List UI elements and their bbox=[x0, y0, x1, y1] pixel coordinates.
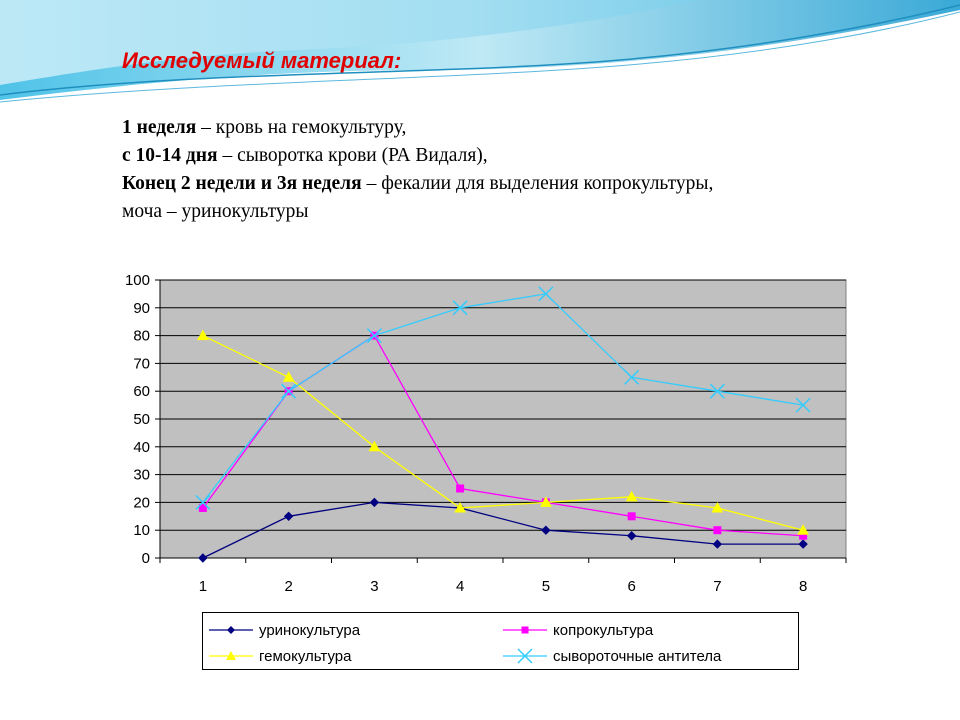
decorative-wave-header bbox=[0, 0, 960, 103]
y-tick-label: 50 bbox=[133, 411, 150, 428]
y-tick-label: 20 bbox=[133, 494, 150, 511]
body-line-1-text: – кровь на гемокультуру, bbox=[196, 117, 407, 138]
series-3-point bbox=[540, 496, 552, 507]
y-tick-label: 0 bbox=[142, 550, 150, 567]
legend-item-3: гемокультура bbox=[209, 645, 352, 667]
series-1-point bbox=[369, 497, 380, 508]
series-4-point bbox=[709, 383, 725, 399]
y-tick-label: 80 bbox=[133, 328, 150, 345]
series-3-point bbox=[197, 329, 209, 341]
body-line-3-bold: Конец 2 недели и 3я неделя bbox=[122, 173, 362, 194]
series-line-1 bbox=[202, 501, 804, 559]
series-2-point bbox=[627, 512, 636, 521]
series-1-point bbox=[798, 539, 808, 549]
legend-label: копрокультура bbox=[553, 621, 654, 639]
series-1-point bbox=[626, 531, 637, 541]
slide-body: 1 неделя – кровь на гемокультуру, с 10-1… bbox=[122, 114, 713, 226]
series-4-point bbox=[624, 369, 640, 385]
series-line-3 bbox=[202, 335, 804, 531]
y-tick-label: 10 bbox=[133, 522, 150, 539]
y-tick-label: 60 bbox=[133, 383, 150, 400]
body-line-1-bold: 1 неделя bbox=[122, 117, 197, 138]
body-line-4-text: моча – уринокультуры bbox=[122, 201, 309, 222]
x-tick-label: 8 bbox=[799, 578, 807, 595]
body-line-3: Конец 2 недели и 3я неделя – фекалии для… bbox=[122, 170, 713, 198]
series-3-point bbox=[282, 371, 295, 382]
x-tick-label: 4 bbox=[456, 578, 464, 595]
series-3-point bbox=[368, 440, 381, 452]
legend-label: уринокультура bbox=[259, 621, 361, 639]
series-4-point bbox=[281, 383, 297, 399]
x-tick-label: 5 bbox=[542, 578, 550, 595]
series-1-point bbox=[283, 511, 294, 522]
legend-swatch bbox=[503, 626, 547, 634]
series-4-point bbox=[452, 300, 468, 316]
slide-title: Исследуемый материал: bbox=[122, 48, 402, 73]
chart-canvas: 0 10 20 30 40 50 60 70 80 90 100 1 2 3 4 5 6 7 8 bbox=[125, 272, 847, 595]
body-line-1: 1 неделя – кровь на гемокультуру, bbox=[122, 114, 713, 142]
series-2-point bbox=[713, 526, 722, 535]
series-3-point bbox=[711, 501, 724, 513]
body-line-2: с 10-14 дня – сыворотка крови (РА Видаля… bbox=[122, 142, 713, 170]
x-tick-label: 6 bbox=[627, 578, 635, 595]
series-1-point bbox=[541, 525, 551, 535]
x-tick-label: 2 bbox=[284, 578, 292, 595]
x-tick-label: 1 bbox=[199, 578, 207, 595]
x-tick-label: 7 bbox=[713, 578, 721, 595]
series-2-point bbox=[198, 503, 207, 512]
series-3-point bbox=[797, 524, 809, 535]
body-line-4: моча – уринокультуры bbox=[122, 198, 713, 226]
y-tick-label: 100 bbox=[125, 272, 150, 289]
series-1-point bbox=[712, 539, 723, 549]
series-4-point bbox=[795, 397, 811, 413]
legend-item-2: копрокультура bbox=[503, 619, 653, 641]
legend-swatch bbox=[209, 626, 253, 634]
x-tick-label: 3 bbox=[370, 578, 378, 595]
body-line-2-bold: с 10-14 дня bbox=[122, 145, 218, 166]
body-line-2-text: – сыворотка крови (РА Видаля), bbox=[217, 145, 488, 166]
legend-item-1: уринокультура bbox=[209, 619, 360, 641]
body-line-3-text: – фекалии для выделения копрокультуры, bbox=[361, 173, 714, 194]
legend-swatch bbox=[503, 648, 547, 664]
series-3-point bbox=[454, 501, 466, 513]
y-tick-label: 30 bbox=[133, 467, 150, 484]
y-tick-label: 90 bbox=[133, 300, 150, 317]
y-tick-label: 40 bbox=[133, 439, 150, 456]
series-4-point bbox=[366, 328, 382, 344]
legend-label: сывороточные антитела bbox=[553, 647, 722, 665]
y-tick-label: 70 bbox=[133, 355, 150, 372]
legend-swatch bbox=[209, 651, 253, 660]
series-4-point bbox=[538, 286, 554, 302]
legend-item-4: сывороточные антитела bbox=[503, 645, 721, 667]
series-line-4 bbox=[202, 293, 804, 503]
series-4-point bbox=[195, 494, 211, 510]
chart-legend: уринокультура копрокультура гемокультура сы… bbox=[202, 612, 799, 670]
series-2-point bbox=[456, 484, 465, 493]
series-1-point bbox=[198, 553, 208, 563]
legend-label: гемокультура bbox=[259, 647, 352, 665]
series-3-point bbox=[625, 490, 638, 502]
